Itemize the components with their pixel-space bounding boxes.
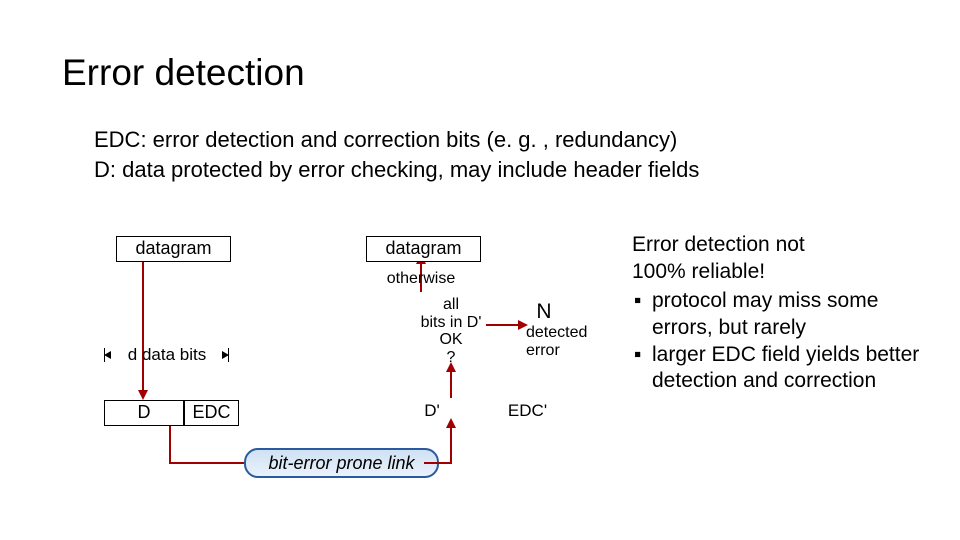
edc-box: EDC (184, 400, 239, 426)
edcprime-label: EDC' (500, 402, 555, 421)
n-branch-arrow (486, 324, 520, 326)
definitions-block: EDC: error detection and correction bits… (94, 125, 794, 184)
d-data-bits-label: d data bits (118, 346, 216, 365)
otherwise-label: otherwise (382, 270, 460, 288)
right-datagram-box: datagram (366, 236, 481, 262)
def-edc: EDC: error detection and correction bits… (94, 125, 794, 155)
n-label: N (532, 300, 556, 323)
dprime-label: D' (412, 402, 452, 421)
left-to-link-v (169, 426, 171, 464)
bracket-left-tri (104, 351, 111, 359)
left-down-arrow (142, 262, 144, 392)
link-oval: bit-error prone link (244, 448, 439, 478)
left-datagram-box: datagram (116, 236, 231, 262)
bullets-intro-1: Error detection not (632, 232, 932, 259)
bullet-item-1: protocol may miss some errors, but rarel… (652, 288, 932, 342)
link-to-right-h (424, 462, 452, 464)
left-down-arrow-head (138, 390, 148, 400)
bracket-right-tri (222, 351, 229, 359)
decision-label: all bits in D' OK ? (412, 296, 490, 366)
dprime-to-decision (450, 370, 452, 398)
diagram-area: datagram d data bits D EDC bit-error pro… (94, 230, 624, 510)
link-to-right-v (450, 426, 452, 464)
bullets-intro-2: 100% reliable! (632, 259, 932, 286)
def-d: D: data protected by error checking, may… (94, 155, 794, 185)
bullets-block: Error detection not 100% reliable! proto… (632, 232, 932, 395)
d-box: D (104, 400, 184, 426)
page-title: Error detection (62, 52, 305, 94)
detected-error-label: detected error (526, 324, 600, 359)
bullet-item-2: larger EDC field yields better detection… (652, 342, 932, 396)
